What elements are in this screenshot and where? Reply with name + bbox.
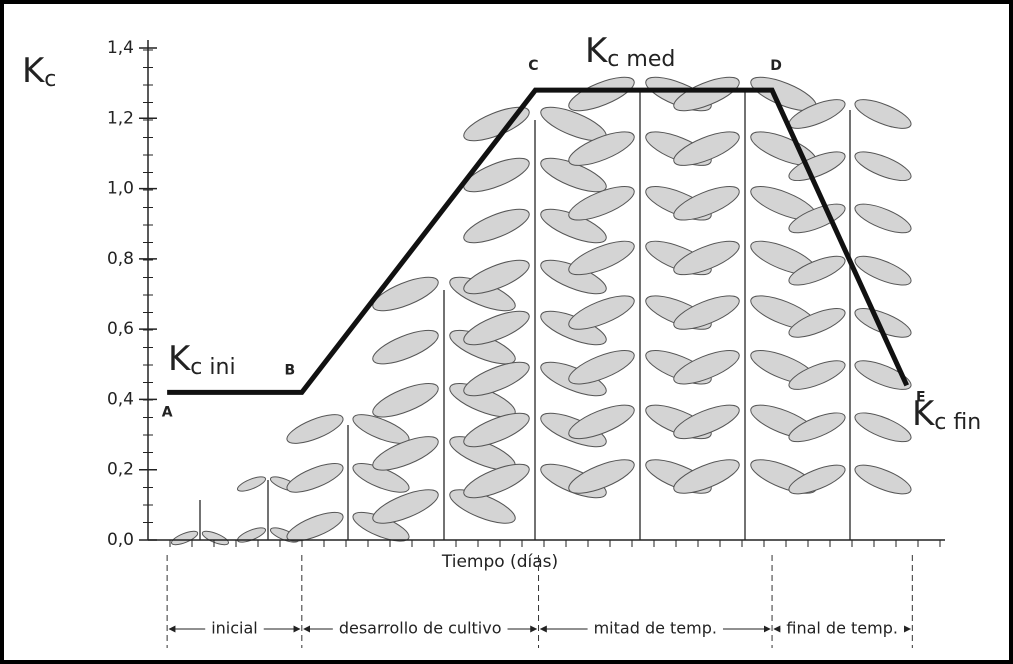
plant-leaf	[286, 511, 344, 542]
plant-leaf	[673, 404, 740, 440]
kc-curve	[167, 87, 910, 395]
plant-leaf	[673, 186, 740, 221]
kc-symbol: K	[168, 339, 192, 379]
y-tick-label: 1,0	[107, 179, 134, 199]
plant-leaf	[171, 530, 199, 546]
y-tick-label: 0,4	[107, 389, 134, 409]
y-tick-label: 0,6	[107, 319, 134, 339]
plant-leaf	[788, 412, 846, 443]
point-label: A	[162, 404, 173, 420]
x-axis-label: Tiempo (días)	[441, 552, 558, 572]
plant-leaf	[854, 360, 912, 390]
plant-leaf	[673, 240, 740, 276]
stage-label: desarrollo de cultivo	[339, 619, 502, 638]
plant-leaf	[568, 349, 635, 385]
plant-leaf	[568, 131, 635, 166]
plant-leaf	[673, 295, 740, 330]
kc-symbol: K	[585, 31, 609, 71]
plant-leaf	[788, 151, 846, 182]
plant-leaf	[788, 464, 846, 495]
plant-leaf	[854, 412, 912, 443]
plant-leaf	[854, 255, 912, 286]
plant-leaf	[463, 259, 530, 295]
plant-leaf	[568, 240, 635, 276]
plant-leaf	[854, 464, 912, 495]
plant-leaf	[568, 76, 635, 112]
stage-label: mitad de temp.	[594, 619, 717, 638]
plant-leaf	[463, 412, 530, 448]
plant-leaf	[568, 404, 635, 440]
y-tick-label: 1,4	[107, 38, 134, 58]
plant-leaf	[568, 295, 635, 330]
plant-leaf	[463, 310, 530, 346]
kc-subscript: c ini	[190, 355, 235, 380]
plant-leaf	[372, 489, 439, 524]
point-label: B	[284, 362, 295, 378]
plant-leaf	[673, 459, 740, 494]
y-tick-label: 1,2	[107, 108, 134, 128]
plant-leaf	[372, 436, 439, 471]
plant-leaf	[568, 459, 635, 494]
point-label: D	[770, 58, 782, 74]
kc-symbol: K	[22, 51, 46, 91]
kc-label: Kc	[22, 51, 56, 93]
plant-leaf	[236, 476, 267, 492]
plant-leaf	[463, 463, 530, 499]
plant-illustration	[171, 76, 912, 546]
y-tick-label: 0,2	[107, 460, 134, 480]
kc-label: Kc fin	[912, 394, 981, 436]
plant-leaf	[788, 360, 846, 390]
plant-leaf	[372, 383, 439, 418]
kc-label: Kc ini	[168, 339, 236, 381]
plant-leaf	[854, 99, 912, 129]
plant-leaf	[854, 308, 912, 338]
stage-label: inicial	[211, 619, 258, 638]
y-tick-label: 0,8	[107, 249, 134, 269]
plant-leaf	[463, 208, 530, 244]
point-label: C	[528, 58, 538, 74]
point-label: E	[916, 389, 926, 405]
plant-leaf	[286, 463, 344, 493]
plant-leaf	[788, 308, 846, 338]
plant-leaf	[568, 186, 635, 221]
plant-leaf	[673, 76, 740, 112]
plant-leaf	[463, 361, 530, 397]
kc-label: Kc med	[585, 31, 675, 73]
stage-label: final de temp.	[786, 619, 898, 638]
kc-subscript: c fin	[934, 410, 981, 435]
plant-leaf	[372, 329, 439, 365]
kc-subscript: c	[44, 67, 56, 92]
plant-leaf	[463, 157, 530, 193]
kc-symbol: K	[912, 394, 936, 434]
plant-leaf	[673, 131, 740, 166]
y-tick-label: 0,0	[107, 530, 134, 550]
plant-leaf	[788, 203, 846, 234]
plant-leaf	[788, 255, 846, 286]
plant-leaf	[673, 349, 740, 385]
plant-leaf	[372, 276, 439, 312]
plant-leaf	[854, 203, 912, 234]
plant-leaf	[854, 151, 912, 182]
kc-subscript: c med	[607, 47, 675, 72]
plant-leaf	[286, 414, 344, 444]
